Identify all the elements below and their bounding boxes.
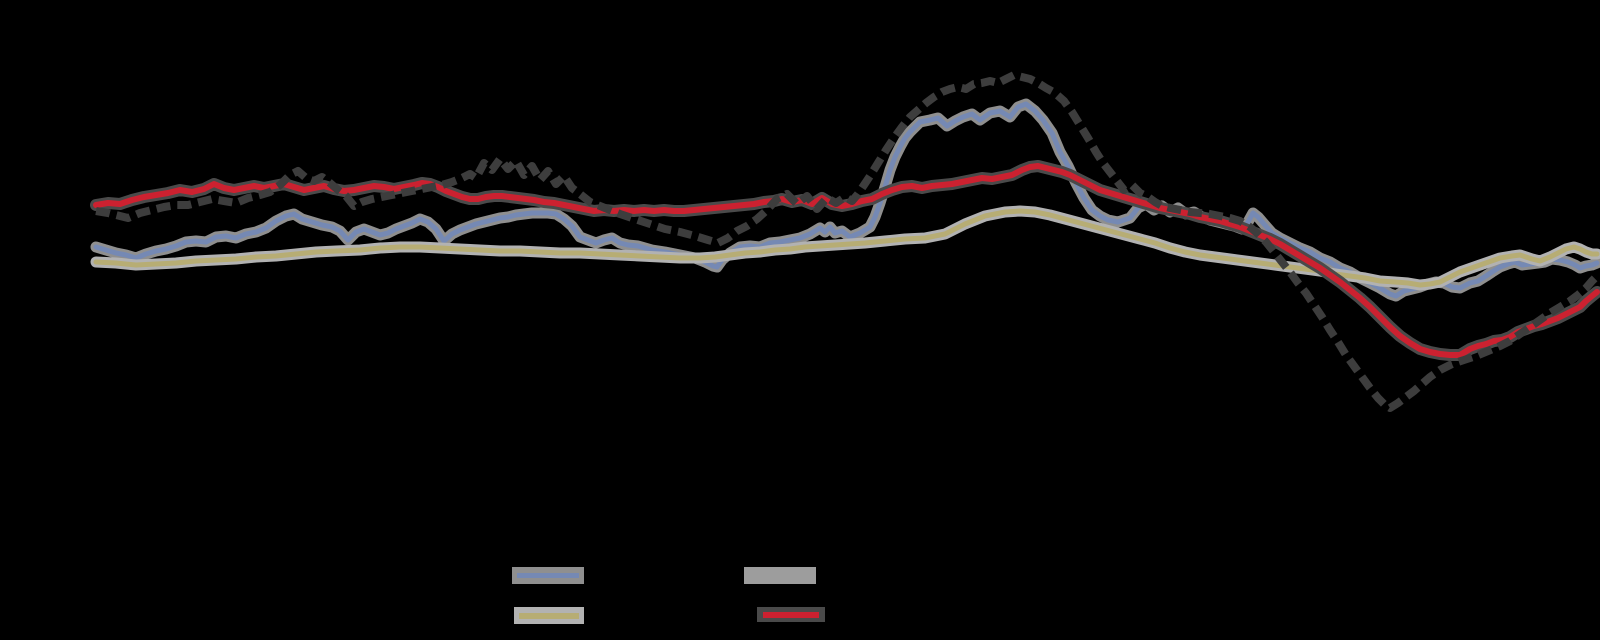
series-tan-line	[93, 208, 1600, 288]
series-gray-dashed-line	[95, 71, 1600, 412]
series-red-halo	[90, 160, 1600, 361]
series-red-line	[93, 163, 1600, 358]
